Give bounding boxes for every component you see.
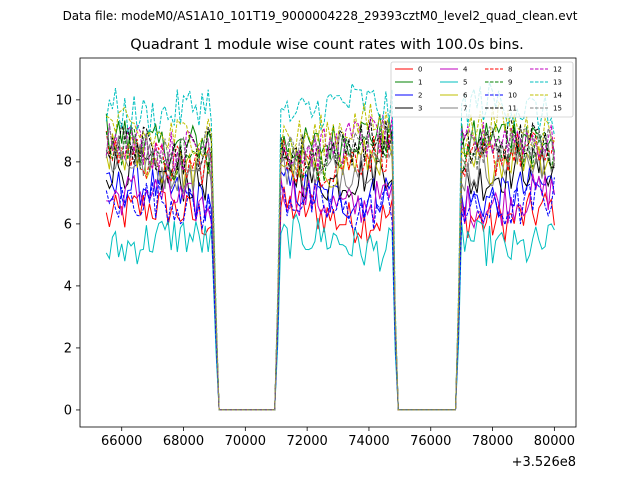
legend-label-1: 1 <box>418 79 422 87</box>
series-line-4 <box>106 173 555 411</box>
legend-label-12: 12 <box>553 66 562 74</box>
legend-label-2: 2 <box>418 92 422 100</box>
series-layer <box>105 81 555 411</box>
series-line-3 <box>105 145 555 411</box>
x-tick-label: 78000 <box>472 434 513 449</box>
legend-label-9: 9 <box>508 79 512 87</box>
y-axis-ticks: 0 2 4 6 8 10 <box>55 93 80 418</box>
x-tick-label: 72000 <box>286 434 327 449</box>
x-tick-label: 80000 <box>534 434 575 449</box>
legend-label-15: 15 <box>553 105 562 113</box>
x-tick-label: 66000 <box>101 434 142 449</box>
legend-label-8: 8 <box>508 66 512 74</box>
chart-title: Quadrant 1 module wise count rates with … <box>130 37 524 53</box>
x-offset-label: +3.526e8 <box>512 455 576 470</box>
y-tick-label: 6 <box>64 217 72 232</box>
series-line-12 <box>105 114 555 411</box>
series-line-1 <box>105 113 555 411</box>
y-tick-label: 0 <box>64 403 72 418</box>
legend-label-5: 5 <box>463 79 467 87</box>
y-tick-label: 10 <box>55 93 72 108</box>
series-line-10 <box>105 177 555 411</box>
legend-label-10: 10 <box>508 92 517 100</box>
y-tick-label: 4 <box>64 279 72 294</box>
x-tick-label: 76000 <box>410 434 451 449</box>
x-tick-label: 68000 <box>163 434 204 449</box>
series-line-15 <box>105 120 555 411</box>
x-tick-label: 74000 <box>348 434 389 449</box>
legend-label-13: 13 <box>553 79 562 87</box>
legend-box <box>390 61 574 118</box>
plot-frame <box>79 57 577 428</box>
y-tick-label: 2 <box>64 341 72 356</box>
legend-label-14: 14 <box>553 92 562 100</box>
legend-label-3: 3 <box>418 105 422 113</box>
series-line-11 <box>105 118 555 411</box>
chart-suptitle: Data file: modeM0/AS1A10_101T19_90000042… <box>63 9 578 23</box>
y-tick-label: 8 <box>64 155 72 170</box>
x-tick-label: 70000 <box>225 434 266 449</box>
legend-label-7: 7 <box>463 105 467 113</box>
legend-label-6: 6 <box>463 92 468 100</box>
legend-label-4: 4 <box>463 66 468 74</box>
legend-label-0: 0 <box>418 66 422 74</box>
legend-label-11: 11 <box>508 105 517 113</box>
series-line-5 <box>105 213 555 411</box>
x-axis-ticks: 66000 68000 70000 72000 74000 76000 78000 80000 <box>101 427 575 449</box>
